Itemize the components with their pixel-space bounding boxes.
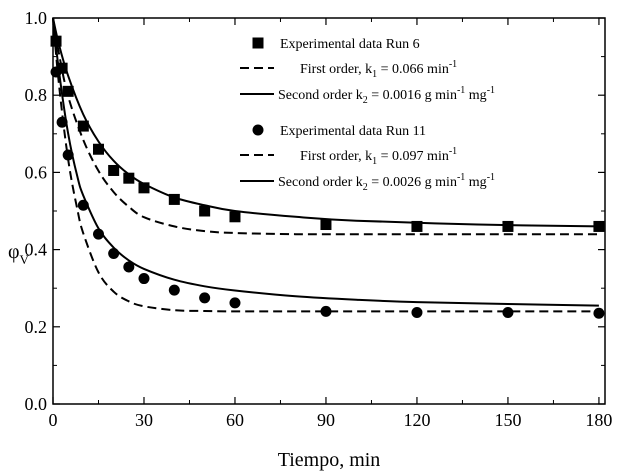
data-point-circle xyxy=(593,307,605,319)
y-tick-label: 0.4 xyxy=(25,240,48,260)
x-tick-label: 30 xyxy=(135,410,153,430)
series-line-1 xyxy=(52,17,599,236)
legend-label: Second order k2 = 0.0026 g min-1 mg-1 xyxy=(278,172,495,193)
y-tick-label: 0.6 xyxy=(25,162,48,182)
legend-marker-circle xyxy=(252,124,264,136)
x-axis-label: Tiempo, min xyxy=(278,449,381,471)
legend-label: Experimental data Run 6 xyxy=(280,37,420,52)
x-tick-label: 90 xyxy=(317,410,335,430)
data-point-square xyxy=(77,120,89,132)
y-tick-label: 1.0 xyxy=(25,8,48,28)
data-point-square xyxy=(199,205,211,217)
y-tick-label: 0.8 xyxy=(25,85,48,105)
legend-label: First order, k1 = 0.066 min-1 xyxy=(300,59,457,80)
data-point-square xyxy=(168,193,180,205)
data-point-square xyxy=(229,211,241,223)
data-point-square xyxy=(411,220,423,232)
axis-ticks: 0 30 60 90 120 150 180 0.0 0.2 0.4 0.6 0.8 1.0 xyxy=(25,8,613,430)
data-point-circle xyxy=(168,284,180,296)
data-point-circle xyxy=(77,199,89,211)
data-point-square xyxy=(138,182,150,194)
x-tick-label: 60 xyxy=(226,410,244,430)
data-point-circle xyxy=(229,297,241,309)
data-point-square xyxy=(108,164,120,176)
x-tick-label: 150 xyxy=(494,410,521,430)
data-point-square xyxy=(50,35,62,47)
legend-marker-square xyxy=(252,37,264,49)
series-line-2 xyxy=(52,17,599,228)
x-tick-label: 0 xyxy=(49,410,58,430)
y-tick-label: 0.2 xyxy=(25,317,48,337)
legend-label: Second order k2 = 0.0016 g min-1 mg-1 xyxy=(278,85,495,106)
data-point-circle xyxy=(502,307,514,319)
data-point-circle xyxy=(320,305,332,317)
data-point-square xyxy=(502,220,514,232)
data-point-circle xyxy=(199,292,211,304)
y-axis-label-subscript: V xyxy=(20,252,30,267)
series-points xyxy=(50,35,605,319)
data-point-square xyxy=(56,62,68,74)
data-point-circle xyxy=(108,247,120,259)
data-point-square xyxy=(593,220,605,232)
data-point-circle xyxy=(62,149,74,161)
legend-label: First order, k1 = 0.097 min-1 xyxy=(300,146,457,167)
series-line-5 xyxy=(52,17,599,307)
data-point-circle xyxy=(411,307,423,319)
y-axis-label: φV xyxy=(8,241,30,267)
data-point-square xyxy=(62,85,74,97)
series-line-4 xyxy=(52,17,599,313)
data-point-circle xyxy=(56,116,68,128)
y-axis-label-symbol: φ xyxy=(8,241,20,263)
x-tick-label: 120 xyxy=(403,410,430,430)
data-point-square xyxy=(123,172,135,184)
y-tick-label: 0.0 xyxy=(25,394,48,414)
data-point-square xyxy=(92,143,104,155)
legend-label: Experimental data Run 11 xyxy=(280,124,426,139)
data-point-circle xyxy=(138,273,150,285)
x-tick-label: 180 xyxy=(585,410,612,430)
data-point-square xyxy=(320,219,332,231)
data-point-circle xyxy=(50,66,62,78)
data-point-circle xyxy=(123,261,135,273)
legend: Experimental data Run 6 First order, k1 =… xyxy=(240,37,495,193)
data-point-circle xyxy=(92,228,104,240)
series-lines xyxy=(52,17,599,313)
